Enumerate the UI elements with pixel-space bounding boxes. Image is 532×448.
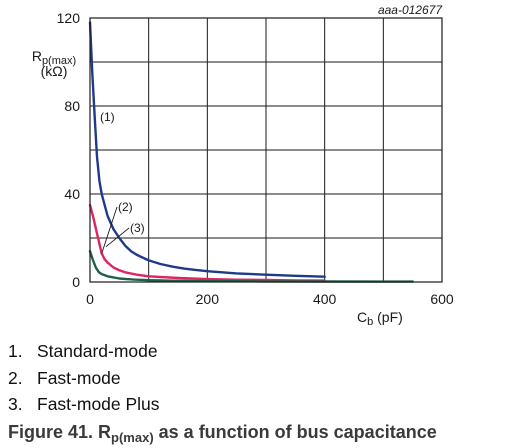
caption-suffix: as a function of bus capacitance xyxy=(153,422,437,442)
series-legend-list: 1. Standard-mode 2. Fast-mode 3. Fast-mode … xyxy=(8,338,160,418)
series-group xyxy=(88,21,414,283)
y-axis-label: Rp(max) xyxy=(32,48,76,67)
legend-number: 1. xyxy=(8,341,23,361)
series-label-fast-mode: (2) xyxy=(118,200,133,214)
y-tick-label: 120 xyxy=(57,10,81,26)
series-callout-leader xyxy=(105,227,130,248)
y-tick-label: 80 xyxy=(64,98,80,114)
grid xyxy=(90,18,442,282)
x-axis-label-sub: b xyxy=(367,316,373,328)
figure-id: aaa-012677 xyxy=(378,3,443,17)
legend-number: 3. xyxy=(8,394,23,414)
x-axis-label: Cb (pF) xyxy=(357,309,403,328)
caption-prefix: Figure 41. R xyxy=(8,422,112,442)
legend-item-fast-mode-plus: 3. Fast-mode Plus xyxy=(8,391,160,418)
y-tick-label: 0 xyxy=(72,274,80,290)
legend-item-fast-mode: 2. Fast-mode xyxy=(8,365,160,392)
figure-caption: Figure 41. Rp(max) as a function of bus … xyxy=(8,422,437,445)
caption-subscript: p(max) xyxy=(111,430,154,445)
y-axis-label-sub: p(max) xyxy=(42,55,76,67)
series-label-fast-mode-plus: (3) xyxy=(130,221,145,235)
x-axis-label-unit: (pF) xyxy=(373,309,403,325)
legend-item-standard-mode: 1. Standard-mode xyxy=(8,338,160,365)
series-callout-leader xyxy=(101,206,118,254)
x-tick-label: 400 xyxy=(313,291,337,307)
legend-number: 2. xyxy=(8,367,23,388)
legend-label: Fast-mode Plus xyxy=(37,394,160,414)
series-line-fast-mode xyxy=(88,203,326,282)
rp-max-vs-bus-capacitance-chart: 0 200 400 600 0 40 80 120 aaa-012677 Rp(max) (k… xyxy=(32,3,454,328)
legend-label: Fast-mode xyxy=(37,367,121,388)
series-label-standard-mode: (1) xyxy=(100,110,115,124)
x-tick-label: 0 xyxy=(86,291,94,307)
x-tick-label: 600 xyxy=(430,291,454,307)
series-labels: (1) (2) (3) xyxy=(100,110,145,254)
y-axis-unit: (kΩ) xyxy=(41,63,68,79)
y-tick-label: 40 xyxy=(64,186,80,202)
plot-frame xyxy=(89,17,443,283)
legend-label: Standard-mode xyxy=(37,341,158,361)
x-axis-label-main: C xyxy=(357,309,367,325)
x-tick-label: 200 xyxy=(196,291,220,307)
tick-labels: 0 200 400 600 0 40 80 120 xyxy=(57,10,454,307)
series-line-standard-mode xyxy=(88,21,326,278)
y-axis-label-main: R xyxy=(32,48,42,64)
